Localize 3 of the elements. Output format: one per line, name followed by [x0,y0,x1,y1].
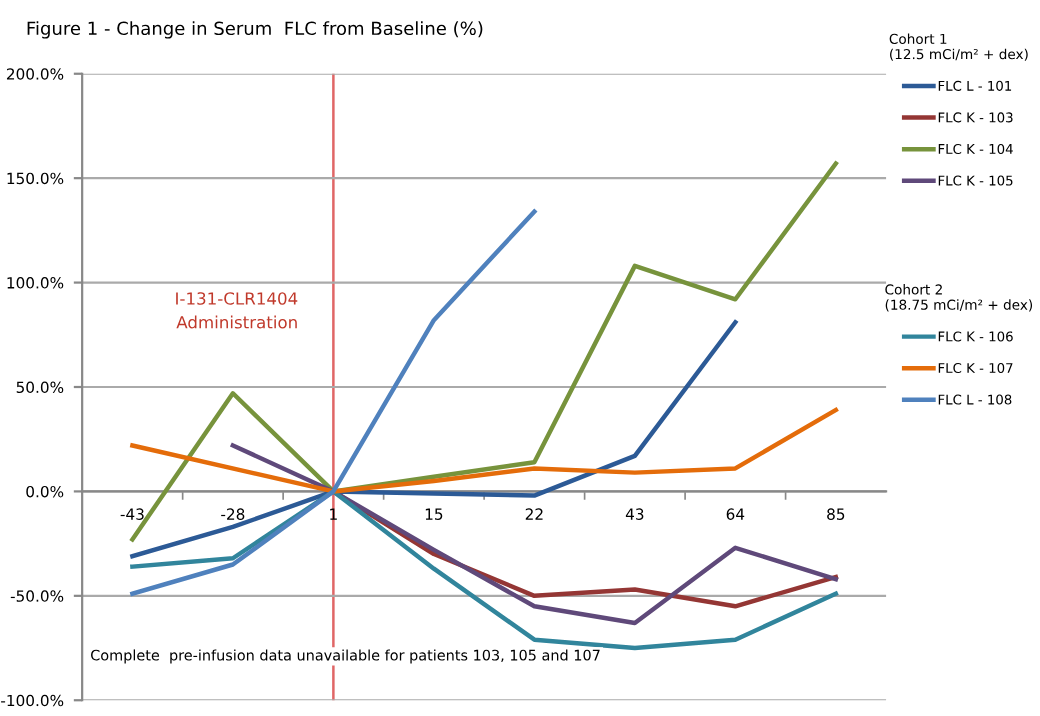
ref-line-label: I-131-CLR1404 Administration [176,292,298,329]
chart-title: Figure 1 - Change in Serum FLC from Baseline (%) [27,21,483,39]
line-series [130,407,839,494]
